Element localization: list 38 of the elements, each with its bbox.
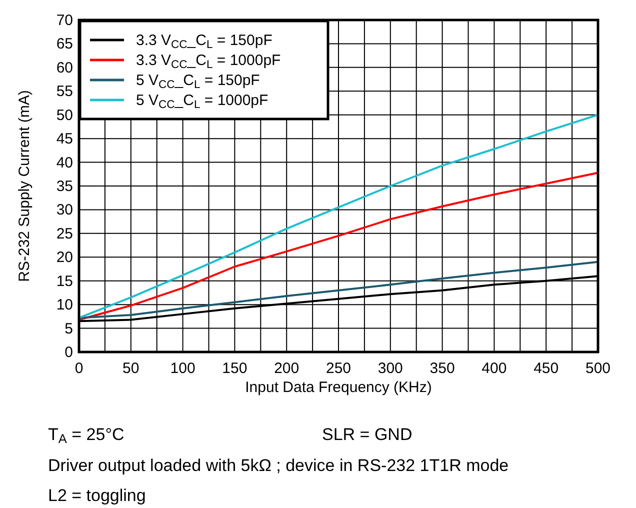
y-tick-label: 10 — [56, 296, 73, 314]
y-tick-label: 65 — [56, 36, 73, 53]
y-tick-label: 55 — [56, 83, 73, 100]
x-tick-label: 150 — [222, 360, 248, 377]
x-tick-label: 500 — [585, 360, 611, 377]
y-tick-label: 15 — [56, 272, 73, 290]
y-tick-label: 50 — [56, 106, 73, 124]
x-tick-label: 300 — [378, 360, 403, 377]
y-tick-label: 70 — [56, 12, 73, 29]
legend-label: 5 V$_{CC}$_C$_{L}$ = 150pF — [136, 72, 260, 91]
y-tick-label: 5 — [64, 320, 73, 338]
y-tick-label: 30 — [56, 202, 73, 219]
y-tick-label: 25 — [56, 225, 73, 242]
x-tick-label: 50 — [122, 360, 140, 377]
x-axis-title: Input Data Frequency (KHz) — [245, 379, 432, 396]
y-tick-label: 40 — [56, 154, 73, 172]
y-tick-label: 60 — [56, 59, 73, 76]
text: Driver output loaded with 5kΩ ; device in RS-232 1T1R mode — [48, 456, 509, 475]
y-axis-title: RS-232 Supply Current (mA) — [16, 90, 33, 282]
y-tick-label: 20 — [56, 249, 73, 266]
y-tick-label: 35 — [56, 178, 73, 195]
x-tick-label: 250 — [326, 360, 352, 377]
line-series — [78, 260, 599, 319]
text: T$_{A}$ = 25°C — [48, 425, 124, 446]
legend-label: 3.3 V$_{CC}$_C$_{L}$ = 1000pF — [136, 52, 281, 71]
x-tick-label: 100 — [170, 360, 196, 377]
line-series — [78, 114, 599, 319]
x-tick-label: 400 — [482, 360, 507, 377]
x-tick-label: 450 — [534, 360, 559, 377]
x-tick-label: 200 — [274, 360, 300, 377]
text: L2 = toggling — [48, 486, 146, 505]
y-tick-label: 45 — [56, 130, 73, 148]
line-series — [78, 172, 599, 321]
text: SLR = GND — [322, 425, 412, 444]
legend-label: 5 V$_{CC}$_C$_{L}$ = 1000pF — [136, 92, 268, 111]
x-tick-label: 350 — [430, 360, 455, 377]
legend-label: 3.3 V$_{CC}$_C$_{L}$ = 150pF — [136, 32, 272, 51]
y-tick-label: 0 — [64, 344, 73, 361]
